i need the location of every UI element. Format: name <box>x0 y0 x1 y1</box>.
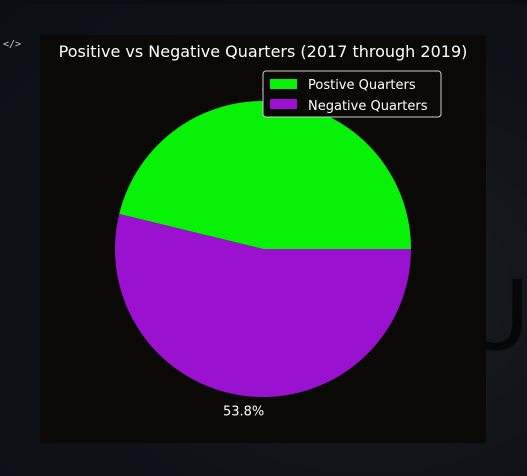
chart-legend: Postive Quarters Negative Quarters <box>262 70 442 118</box>
legend-swatch-positive <box>270 79 297 89</box>
legend-box <box>262 70 442 118</box>
pie-slice-negative <box>115 213 411 397</box>
window-top-bar <box>0 0 527 4</box>
legend-label-positive: Postive Quarters <box>308 78 416 93</box>
pie-label-negative: 53.8% <box>223 405 264 420</box>
chart-title: Positive vs Negative Quarters (2017 thro… <box>59 42 468 61</box>
code-view-icon[interactable]: </> <box>3 39 22 50</box>
legend-swatch-negative <box>270 99 297 109</box>
pie-chart: Positive vs Negative Quarters (2017 thro… <box>40 35 486 443</box>
pie-slices <box>115 101 412 397</box>
pie-chart-panel: Positive vs Negative Quarters (2017 thro… <box>40 35 486 443</box>
legend-label-negative: Negative Quarters <box>308 99 428 114</box>
pie-slice-positive <box>119 101 412 249</box>
